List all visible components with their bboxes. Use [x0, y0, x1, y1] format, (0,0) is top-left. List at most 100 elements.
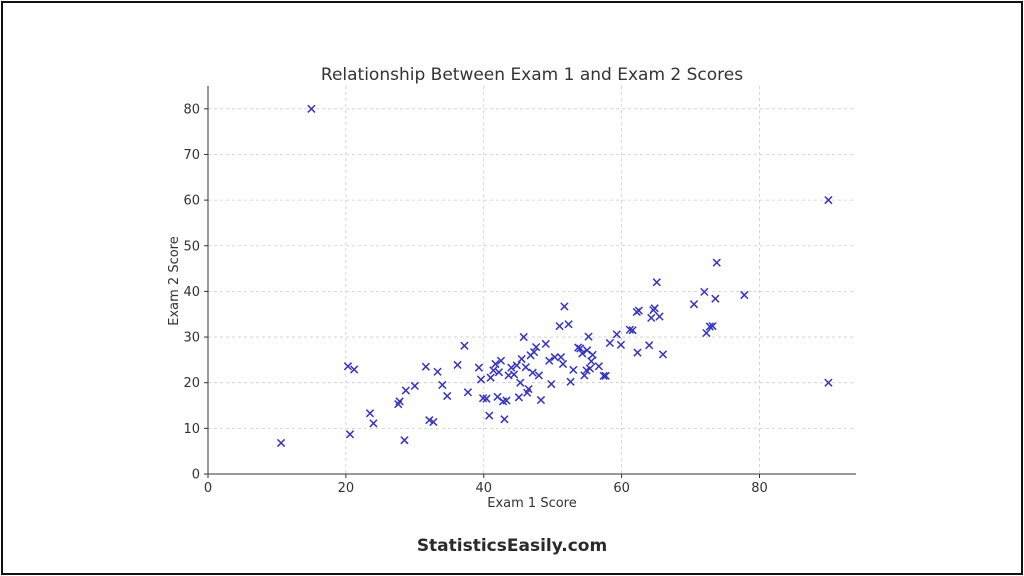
- data-point: [545, 356, 554, 365]
- data-point: [689, 300, 699, 309]
- data-point: [494, 368, 504, 377]
- data-point: [740, 290, 749, 300]
- data-point: [536, 395, 546, 405]
- data-point: [350, 365, 359, 374]
- data-point: [712, 258, 721, 267]
- brand-footer: StatisticsEasily.com: [416, 536, 608, 556]
- data-point: [647, 313, 656, 323]
- x-tick-label: 0: [204, 481, 212, 496]
- data-point: [486, 373, 495, 382]
- data-point: [585, 364, 595, 373]
- data-point: [509, 370, 519, 379]
- data-point: [655, 312, 664, 321]
- data-point: [485, 411, 494, 420]
- x-tick-label: 20: [338, 481, 355, 496]
- data-point: [580, 371, 589, 380]
- data-point: [529, 347, 539, 357]
- data-point: [496, 356, 506, 365]
- data-point: [512, 361, 521, 370]
- data-point: [307, 104, 316, 113]
- data-point: [516, 378, 525, 387]
- data-point: [594, 362, 603, 371]
- data-point: [429, 417, 438, 427]
- data-point: [524, 384, 533, 394]
- data-point: [566, 377, 575, 386]
- data-point: [400, 436, 409, 445]
- data-point: [547, 379, 556, 389]
- data-points: [276, 104, 833, 448]
- data-point: [556, 353, 566, 362]
- data-point: [650, 304, 659, 313]
- data-point: [401, 386, 410, 395]
- data-point: [532, 342, 541, 352]
- data-point: [443, 391, 452, 401]
- data-point: [711, 294, 720, 303]
- data-point: [599, 371, 608, 380]
- data-point: [517, 354, 526, 364]
- data-point: [421, 362, 430, 371]
- x-tick-label: 60: [613, 481, 630, 496]
- y-axis-label: Exam 2 Score: [167, 236, 182, 325]
- data-point: [708, 321, 717, 331]
- data-point: [564, 320, 573, 329]
- data-point: [550, 353, 559, 362]
- data-point: [369, 419, 378, 428]
- data-point: [705, 322, 714, 331]
- data-point: [528, 368, 537, 377]
- axes: 0 20 40 60 80 0 10 20 30 40 50 60 70 80: [183, 86, 856, 496]
- data-point: [824, 378, 833, 387]
- data-point: [569, 365, 578, 375]
- grid-lines: [208, 86, 856, 474]
- data-point: [463, 388, 473, 397]
- data-point: [519, 332, 528, 342]
- data-point: [433, 367, 442, 376]
- data-point: [578, 349, 587, 358]
- data-point: [345, 430, 355, 439]
- data-point: [476, 375, 486, 384]
- data-point: [625, 325, 635, 334]
- data-point: [489, 366, 498, 375]
- data-point: [514, 393, 524, 402]
- x-tick-label: 40: [475, 481, 492, 496]
- data-point: [612, 330, 621, 339]
- data-point: [576, 344, 585, 353]
- data-point: [555, 321, 564, 331]
- x-axis-label: Exam 1 Score: [487, 496, 576, 511]
- data-point: [700, 287, 709, 296]
- data-point: [395, 397, 404, 406]
- data-point: [628, 326, 637, 335]
- data-point: [560, 302, 569, 311]
- y-tick-label: 10: [183, 422, 200, 437]
- y-tick-label: 30: [183, 331, 200, 346]
- y-tick-label: 20: [183, 376, 200, 391]
- data-point: [584, 332, 593, 341]
- data-point: [410, 381, 419, 391]
- data-point: [658, 350, 668, 359]
- data-point: [474, 363, 484, 372]
- data-point: [588, 350, 597, 359]
- data-point: [491, 359, 500, 369]
- data-point: [601, 371, 610, 380]
- y-tick-label: 0: [192, 468, 200, 483]
- data-point: [605, 338, 615, 348]
- x-tick-label: 80: [751, 481, 768, 496]
- y-tick-label: 40: [183, 285, 200, 300]
- y-tick-label: 70: [183, 148, 200, 163]
- data-point: [365, 409, 375, 418]
- data-point: [482, 394, 491, 403]
- data-point: [502, 396, 511, 405]
- y-tick-label: 50: [183, 239, 200, 254]
- data-point: [633, 348, 642, 357]
- data-point: [541, 339, 550, 349]
- data-point: [634, 306, 643, 315]
- data-point: [521, 363, 530, 372]
- data-point: [702, 328, 711, 338]
- data-point: [652, 278, 661, 287]
- data-point: [645, 341, 654, 350]
- data-point: [574, 343, 583, 352]
- data-point: [453, 360, 462, 370]
- data-point: [824, 195, 833, 205]
- data-point: [558, 359, 568, 369]
